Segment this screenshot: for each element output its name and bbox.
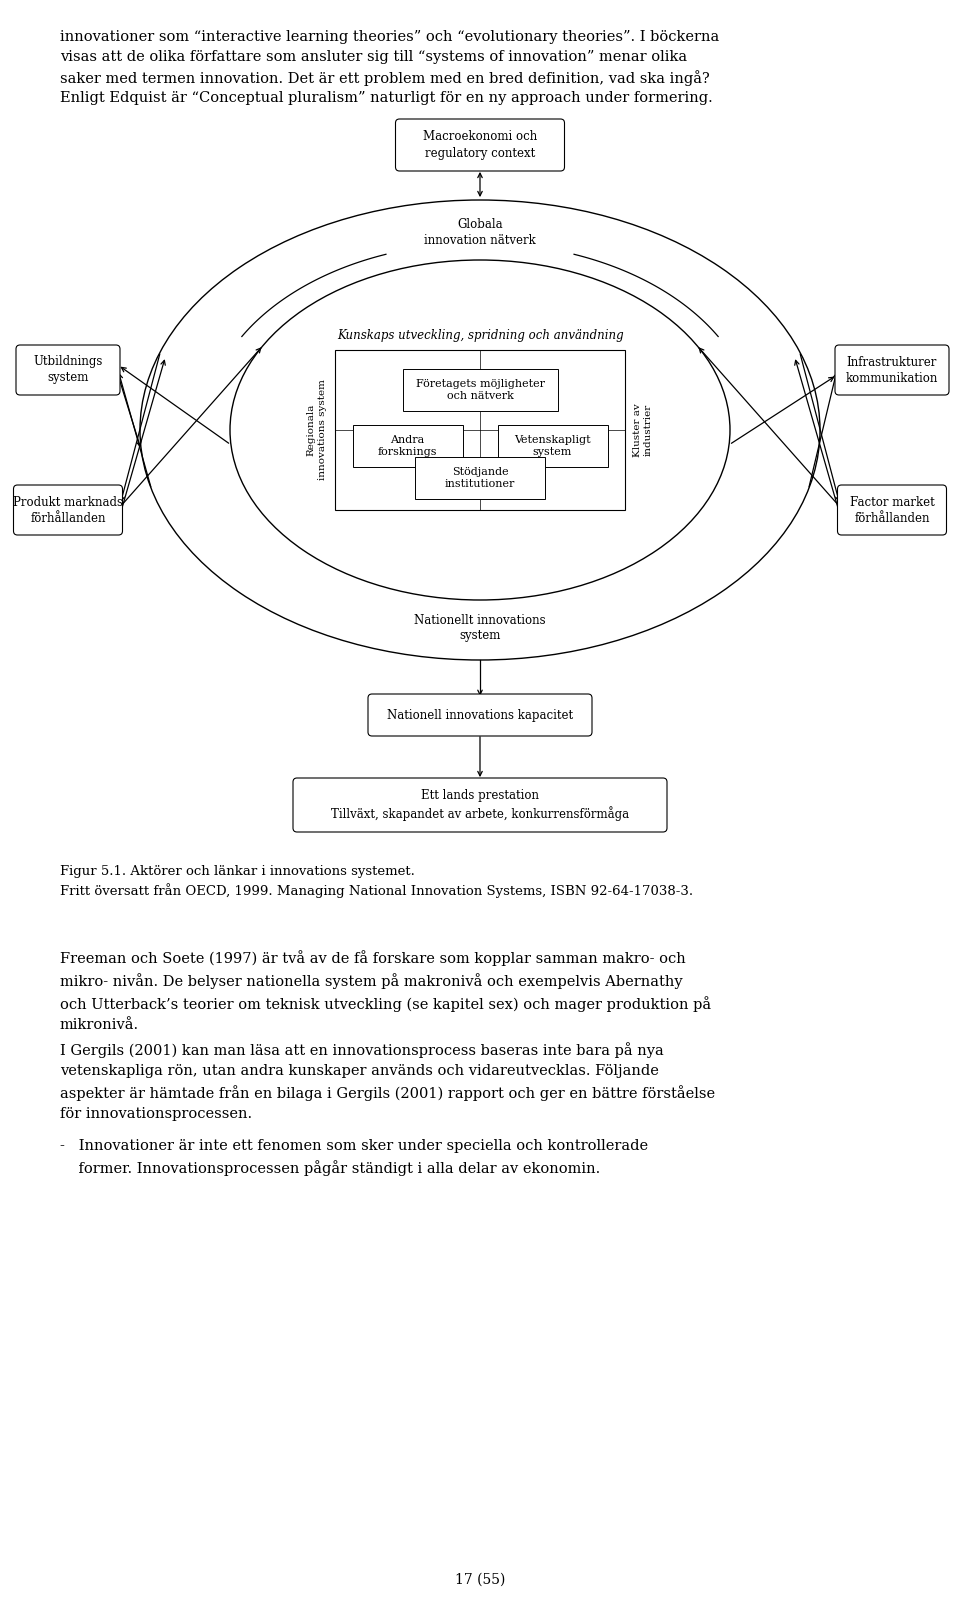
FancyBboxPatch shape [415,457,545,499]
Text: Kunskaps utveckling, spridning och användning: Kunskaps utveckling, spridning och använ… [337,329,623,342]
FancyBboxPatch shape [837,484,947,534]
Text: Vetenskapligt
system: Vetenskapligt system [515,434,590,457]
FancyBboxPatch shape [13,484,123,534]
Text: Utbildnings
system: Utbildnings system [34,355,103,384]
FancyBboxPatch shape [396,119,564,171]
Text: -   Innovationer är inte ett fenomen som sker under speciella och kontrollerade
: - Innovationer är inte ett fenomen som s… [60,1139,648,1177]
Text: Stödjande
institutioner: Stödjande institutioner [444,466,516,489]
Text: Ett lands prestation
Tillväxt, skapandet av arbete, konkurrensförmåga: Ett lands prestation Tillväxt, skapandet… [331,789,629,820]
Text: Nationellt innovations
system: Nationellt innovations system [414,613,546,642]
FancyBboxPatch shape [16,345,120,395]
FancyBboxPatch shape [835,345,949,395]
Text: Factor market
förhållanden: Factor market förhållanden [850,495,934,525]
Text: Globala
innovation nätverk: Globala innovation nätverk [424,218,536,247]
Text: Företagets möjligheter
och nätverk: Företagets möjligheter och nätverk [416,379,544,402]
Text: Kluster av
industrier: Kluster av industrier [633,404,653,457]
Text: Andra
forsknings: Andra forsknings [377,434,437,457]
FancyBboxPatch shape [335,350,625,510]
Text: 17 (55): 17 (55) [455,1574,505,1587]
Text: Produkt marknads
förhållanden: Produkt marknads förhållanden [13,495,123,525]
Text: Macroekonomi och
regulatory context: Macroekonomi och regulatory context [422,131,538,160]
Text: Nationell innovations kapacitet: Nationell innovations kapacitet [387,709,573,721]
Text: I Gergils (2001) kan man läsa att en innovationsprocess baseras inte bara på nya: I Gergils (2001) kan man läsa att en inn… [60,1043,715,1122]
Text: Infrastrukturer
kommunikation: Infrastrukturer kommunikation [846,355,938,384]
FancyBboxPatch shape [497,424,608,466]
FancyBboxPatch shape [293,778,667,831]
FancyBboxPatch shape [368,694,592,736]
FancyBboxPatch shape [402,370,558,412]
Text: innovationer som “interactive learning theories” och “evolutionary theories”. I : innovationer som “interactive learning t… [60,31,719,105]
Text: Regionala
innovations system: Regionala innovations system [307,379,327,481]
Text: Figur 5.1. Aktörer och länkar i innovations systemet.
Fritt översatt från OECD, : Figur 5.1. Aktörer och länkar i innovati… [60,865,693,897]
FancyBboxPatch shape [352,424,463,466]
Text: Freeman och Soete (1997) är två av de få forskare som kopplar samman makro- och
: Freeman och Soete (1997) är två av de få… [60,951,711,1031]
